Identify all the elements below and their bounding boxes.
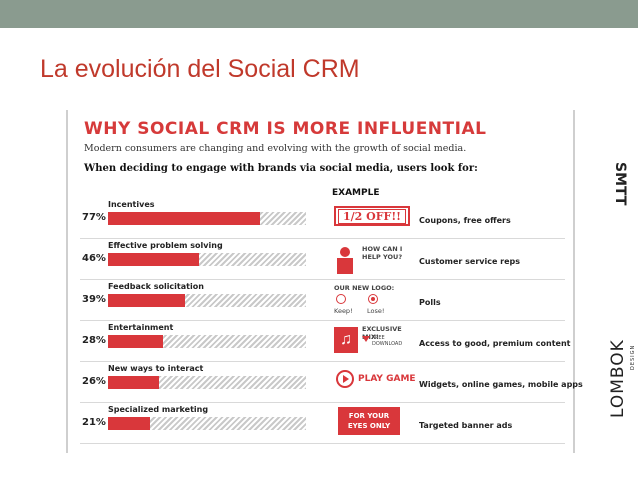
example-header: EXAMPLE <box>332 188 380 198</box>
banner-ad: FOR YOUR EYES ONLY <box>338 407 400 435</box>
coupon-icon: 1/2 OFF!! <box>334 206 410 226</box>
top-band <box>0 0 638 28</box>
row-game: New ways to interact 26% PLAY GAME Widgets,… <box>68 362 583 403</box>
person-icon <box>340 247 350 257</box>
slide-title: La evolución del Social CRM <box>40 55 360 83</box>
bar-track <box>108 417 306 430</box>
bar-fill <box>108 417 150 430</box>
row-person: Effective problem solving 46% HOW CAN I HE… <box>68 239 577 280</box>
smtt-logo: SMTT <box>608 162 632 234</box>
row-label: Entertainment <box>108 323 174 332</box>
smtt-logo-text: SMTT <box>612 162 628 206</box>
row-percent: 26% <box>82 376 106 387</box>
row-description: Access to good, premium content <box>419 339 571 348</box>
row-percent: 77% <box>82 212 106 223</box>
radio-dot <box>370 296 375 301</box>
row-label: Effective problem solving <box>108 241 223 250</box>
example-music: ♫ EXCLUSIVE MIX! FREE DOWNLOAD <box>332 323 416 359</box>
example-coupon: 1/2 OFF!! <box>332 200 416 236</box>
row-divider <box>80 320 565 321</box>
row-description: Customer service reps <box>419 257 521 266</box>
play-game-text: PLAY GAME <box>358 374 416 384</box>
radio-empty-icon <box>336 294 346 304</box>
row-divider <box>80 402 565 403</box>
bar-fill <box>108 212 261 225</box>
radio-selected-icon <box>368 294 378 304</box>
row-percent: 39% <box>82 294 106 305</box>
row-coupon: Incentives 77% 1/2 OFF!! Coupons, free offe… <box>68 198 577 239</box>
play-icon <box>336 370 354 388</box>
coupon-text: 1/2 OFF!! <box>337 208 406 224</box>
example-poll: OUR NEW LOGO: Keep! Lose! <box>332 282 416 318</box>
speech-text: HOW CAN I HELP YOU? <box>362 245 403 261</box>
row-divider <box>80 443 565 444</box>
row-description: Targeted banner ads <box>419 421 513 430</box>
poll-title: OUR NEW LOGO: <box>334 284 395 292</box>
poll-option-lose: Lose! <box>367 307 385 315</box>
mix-text: EXCLUSIVE MIX! <box>362 325 402 341</box>
bar-fill <box>108 294 186 307</box>
infographic-headline: WHY SOCIAL CRM IS MORE INFLUENTIAL <box>84 119 487 139</box>
free-download-text: FREE DOWNLOAD <box>372 335 403 347</box>
row-percent: 46% <box>82 253 106 264</box>
lombok-logo-text: LOMBOK <box>608 339 628 418</box>
lombok-logo-subtext: DESIGN <box>630 344 636 370</box>
music-note-icon: ♫ <box>334 327 358 353</box>
example-game: PLAY GAME <box>332 364 416 400</box>
row-label: New ways to interact <box>108 364 204 373</box>
infographic: WHY SOCIAL CRM IS MORE INFLUENTIAL Moder… <box>66 110 583 453</box>
bar-track <box>108 253 306 266</box>
example-person: HOW CAN I HELP YOU? <box>332 241 416 277</box>
poll-option-keep: Keep! <box>334 307 353 315</box>
bar-track <box>108 335 306 348</box>
row-music: Entertainment 28% ♫ EXCLUSIVE MIX! FREE DOWN… <box>68 321 577 362</box>
row-divider <box>80 279 565 280</box>
row-label: Specialized marketing <box>108 405 209 414</box>
row-banner: Specialized marketing 21% FOR YOUR EYES ON… <box>68 403 577 444</box>
row-percent: 28% <box>82 335 106 346</box>
row-description: Coupons, free offers <box>419 216 511 225</box>
play-triangle <box>343 375 349 383</box>
row-poll: Feedback solicitation 39% OUR NEW LOGO: Kee… <box>68 280 577 321</box>
bar-fill <box>108 253 200 266</box>
bar-track <box>108 376 306 389</box>
bar-fill <box>108 335 164 348</box>
row-label: Feedback solicitation <box>108 282 204 291</box>
bar-fill <box>108 376 160 389</box>
bar-track <box>108 294 306 307</box>
infographic-question: When deciding to engage with brands via … <box>84 163 478 174</box>
row-divider <box>80 361 565 362</box>
infographic-subtitle: Modern consumers are changing and evolvi… <box>84 143 467 154</box>
row-description: Widgets, online games, mobile apps <box>419 380 583 389</box>
row-label: Incentives <box>108 200 155 209</box>
lombok-logo: LOMBOK DESIGN <box>608 320 636 420</box>
row-description: Polls <box>419 298 441 307</box>
download-arrow-icon <box>362 336 370 342</box>
row-percent: 21% <box>82 417 106 428</box>
row-divider <box>80 238 565 239</box>
bar-track <box>108 212 306 225</box>
person-body <box>337 258 353 274</box>
example-banner: FOR YOUR EYES ONLY <box>332 405 416 441</box>
